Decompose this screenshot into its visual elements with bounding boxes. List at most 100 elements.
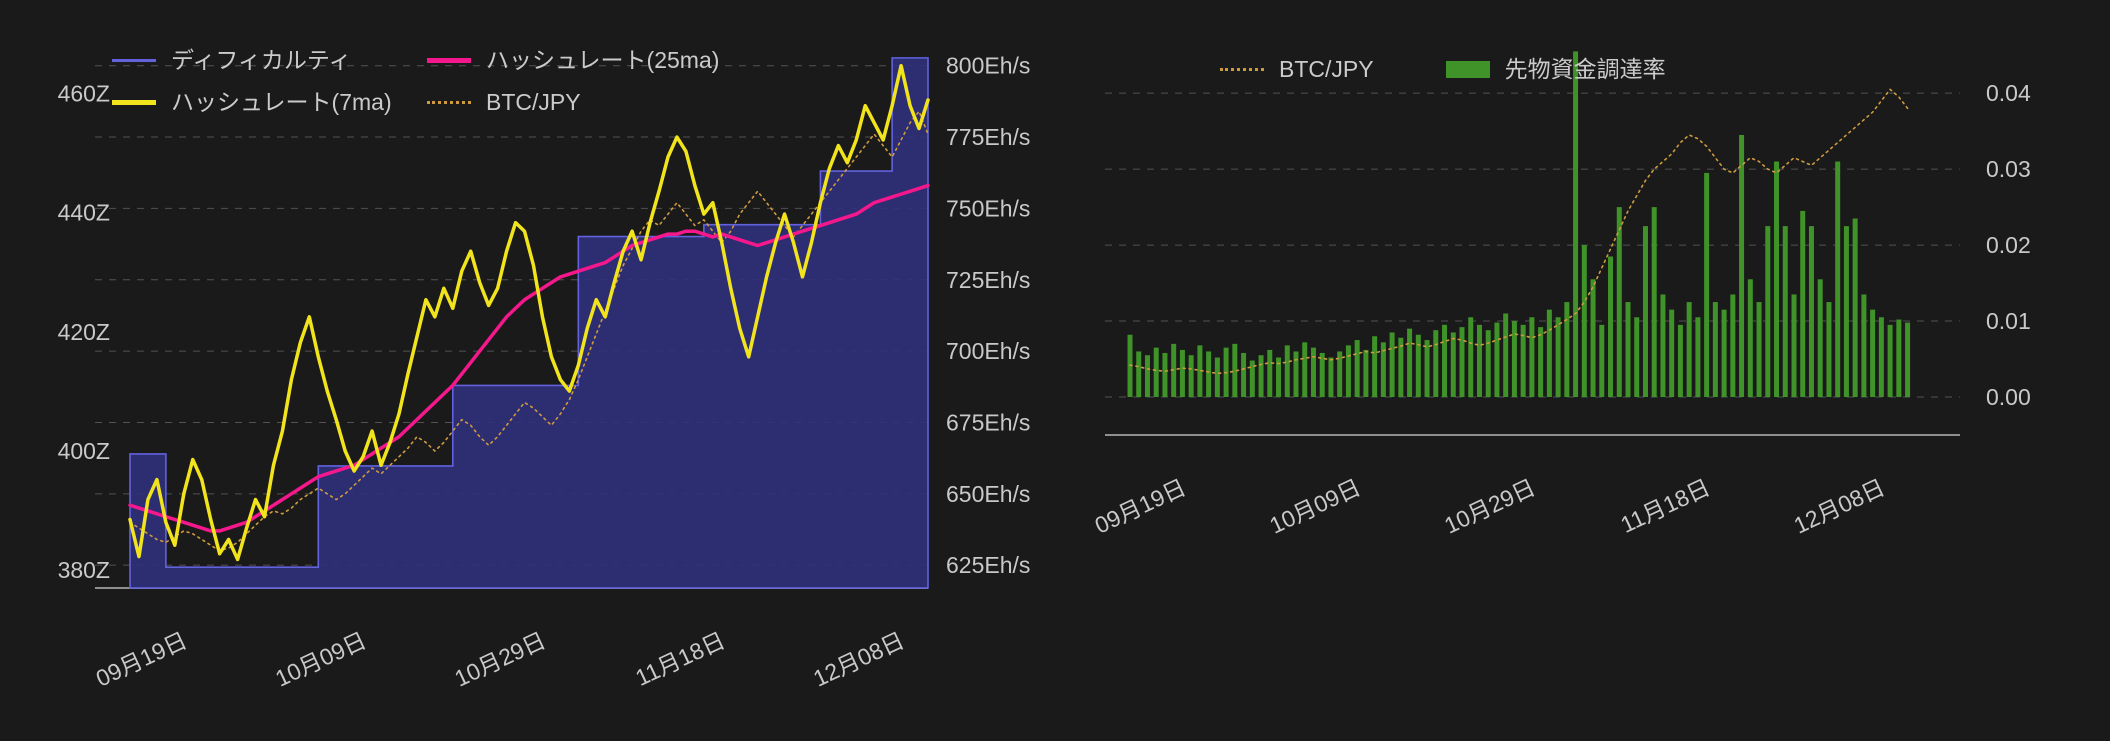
right-axis-tick-label: 800Eh/s xyxy=(946,53,1030,79)
funding-rate-bar xyxy=(1319,352,1325,398)
funding-rate-bar xyxy=(1354,340,1360,398)
funding-rate-bar xyxy=(1843,226,1849,398)
funding-rate-bar xyxy=(1328,357,1334,398)
x-axis-tick-label: 09月19日 xyxy=(92,627,191,692)
btcjpy-series-swatch xyxy=(1220,68,1264,72)
funding-rate-bar xyxy=(1162,352,1168,398)
right-chart-legend: BTC/JPY 先物資金調達率 xyxy=(1220,55,1666,85)
legend-item-btcjpy-left[interactable]: BTC/JPY xyxy=(427,88,719,118)
funding-rate-bar xyxy=(1704,172,1710,398)
funding-rate-bar xyxy=(1538,327,1544,398)
funding-rate-bar xyxy=(1179,349,1185,398)
legend-label-funding-rate: 先物資金調達率 xyxy=(1504,56,1666,82)
funding-rate-bar xyxy=(1896,319,1902,398)
funding-rate-series-swatch xyxy=(1445,61,1490,79)
right-axis-tick-label: 0.02 xyxy=(1986,232,2031,258)
funding-rate-bar xyxy=(1511,321,1517,398)
x-axis-tick-label: 10月29日 xyxy=(451,627,550,692)
difficulty-hashrate-panel: 800Eh/s 775Eh/s 750Eh/s 725Eh/s 700Eh/s 675Eh… xyxy=(58,46,1031,692)
legend-item-hashrate-25ma[interactable]: ハッシュレート(25ma) xyxy=(427,46,719,76)
legend-label-btcjpy-left: BTC/JPY xyxy=(486,88,581,115)
funding-rate-bar xyxy=(1642,226,1648,398)
funding-rate-bar xyxy=(1415,334,1421,398)
funding-rate-bar xyxy=(1634,317,1640,398)
btcjpy-series-swatch xyxy=(427,101,471,105)
funding-rate-bar xyxy=(1494,322,1500,398)
funding-rate-bar xyxy=(1398,337,1404,398)
funding-rate-plot: 0.04 0.03 0.02 0.01 0.00 09月19日 10月09日 10月29日 11… xyxy=(1091,51,2031,539)
funding-rate-bar xyxy=(1302,342,1308,398)
legend-item-hashrate-7ma[interactable]: ハッシュレート(7ma) xyxy=(112,88,417,118)
legend-label-hashrate-7ma: ハッシュレート(7ma) xyxy=(171,88,392,115)
series-line xyxy=(1129,88,1909,375)
legend-item-btcjpy-right[interactable]: BTC/JPY xyxy=(1220,55,1374,85)
funding-rate-bar xyxy=(1686,302,1692,398)
difficulty-hashrate-plot: 800Eh/s 775Eh/s 750Eh/s 725Eh/s 700Eh/s 675Eh… xyxy=(58,53,1031,692)
series-line xyxy=(128,63,930,562)
x-axis-tick-label: 11月18日 xyxy=(1616,474,1714,538)
funding-rate-bar xyxy=(1459,327,1465,398)
left-axis-tick-label: 400Z xyxy=(58,438,110,464)
funding-rate-bar xyxy=(1249,360,1255,398)
funding-rate-bar xyxy=(1747,279,1753,398)
funding-rate-bar xyxy=(1651,207,1657,398)
funding-rate-bar xyxy=(1599,324,1605,398)
funding-rate-bar xyxy=(1887,324,1893,398)
funding-rate-bar xyxy=(1555,317,1561,398)
funding-rate-bar xyxy=(1870,309,1876,398)
difficulty-series-swatch xyxy=(112,59,156,63)
right-axis-tick-label: 700Eh/s xyxy=(946,338,1030,364)
left-axis-tick-label: 420Z xyxy=(58,319,110,345)
funding-rate-bar xyxy=(1241,352,1247,398)
funding-rate-bar xyxy=(1214,357,1220,398)
funding-rate-bar xyxy=(1774,161,1780,398)
funding-rate-bar xyxy=(1669,309,1675,398)
funding-rate-bar xyxy=(1363,349,1369,398)
funding-rate-bar xyxy=(1808,226,1814,398)
right-axis-tick-label: 0.00 xyxy=(1986,384,2031,410)
funding-rate-bar xyxy=(1389,332,1395,398)
x-axis-tick-label: 11月18日 xyxy=(631,627,729,691)
funding-rate-bar xyxy=(1817,279,1823,398)
right-axis-tick-label: 0.04 xyxy=(1986,80,2031,106)
legend-label-btcjpy-right: BTC/JPY xyxy=(1279,56,1374,82)
left-axis-tick-label: 460Z xyxy=(58,81,110,107)
funding-rate-bar xyxy=(1782,226,1788,398)
funding-rate-bar xyxy=(1765,226,1771,398)
funding-rate-bar xyxy=(1276,357,1282,398)
funding-rate-bar xyxy=(1442,324,1448,398)
funding-rate-bar xyxy=(1468,317,1474,398)
funding-rate-bar xyxy=(1739,134,1745,398)
right-axis-tick-label: 625Eh/s xyxy=(946,552,1030,578)
funding-rate-bar xyxy=(1625,302,1631,398)
hashrate-7ma-series-swatch xyxy=(112,100,156,106)
funding-rate-bar xyxy=(1197,345,1203,398)
funding-rate-bar xyxy=(1581,245,1587,398)
funding-rate-bar xyxy=(1337,351,1343,398)
funding-rate-bar xyxy=(1144,355,1150,398)
funding-rate-bar xyxy=(1529,317,1535,398)
left-axis-tick-label: 440Z xyxy=(58,200,110,226)
funding-rate-bar xyxy=(1677,324,1683,398)
funding-rate-bar xyxy=(1293,351,1299,398)
funding-rate-bar xyxy=(1852,218,1858,398)
x-axis-tick-label: 10月09日 xyxy=(271,627,370,692)
legend-item-difficulty[interactable]: ディフィカルティ xyxy=(112,46,417,76)
funding-rate-bar xyxy=(1520,324,1526,398)
legend-item-funding-rate[interactable]: 先物資金調達率 xyxy=(1445,55,1666,85)
funding-rate-bar xyxy=(1267,349,1273,398)
funding-rate-bar xyxy=(1424,340,1430,398)
funding-rate-bar xyxy=(1407,328,1413,398)
funding-rate-bar xyxy=(1756,302,1762,398)
funding-rate-bar xyxy=(1136,351,1142,398)
funding-rate-bar xyxy=(1258,355,1264,398)
funding-rate-bar xyxy=(1284,345,1290,398)
funding-rate-bar xyxy=(1608,256,1614,398)
x-axis-tick-label: 09月19日 xyxy=(1091,474,1190,539)
funding-rate-bar xyxy=(1433,330,1439,398)
funding-rate-bar xyxy=(1450,332,1456,398)
x-axis-tick-label: 12月08日 xyxy=(809,627,908,692)
funding-rate-bar xyxy=(1573,51,1579,398)
funding-rate-bar xyxy=(1372,336,1378,398)
